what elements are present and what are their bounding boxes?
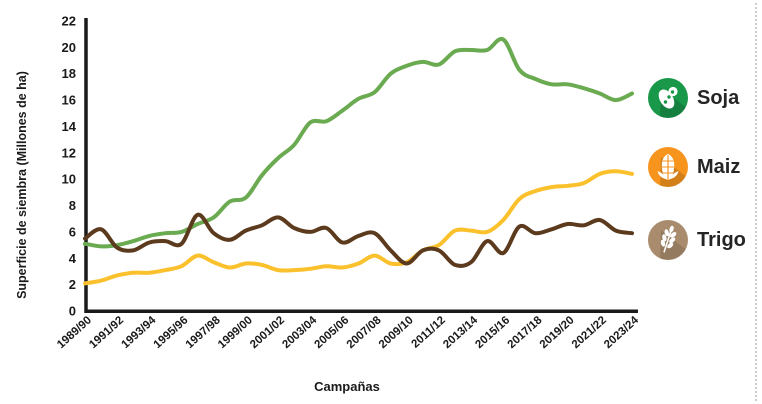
x-tick-label: 1997/98 [184,314,223,351]
x-axis-title: Campañas [314,379,380,394]
y-tick-label: 6 [69,224,76,239]
soja-line [83,37,634,249]
y-tick-label: 0 [69,304,76,319]
x-tick-label: 2019/20 [538,314,577,351]
x-tick-label: 1989/90 [55,314,94,351]
x-tick-labels: 1989/901991/921993/941995/961997/981999/… [55,314,641,351]
y-tick-label: 22 [62,14,76,29]
x-tick-label: 2015/16 [473,314,512,351]
x-tick-label: 1999/00 [216,314,255,351]
x-tick-label: 1995/96 [152,314,191,351]
y-tick-label: 14 [62,119,77,134]
y-tick-label: 4 [69,251,77,266]
x-tick-label: 2003/04 [280,314,319,351]
x-tick-label: 2013/14 [441,314,480,351]
x-tick-label: 2001/02 [248,314,287,351]
legend: Soja Maiz [648,0,758,404]
x-tick-label: 2005/06 [312,314,351,351]
x-tick-label: 1993/94 [119,314,158,351]
y-tick-label: 8 [69,198,76,213]
y-tick-label: 18 [62,66,76,81]
legend-item-trigo: Trigo [648,220,746,260]
y-tick-label: 2 [69,277,76,292]
legend-label-soja: Soja [697,86,740,109]
y-tick-label: 12 [62,145,76,160]
legend-item-maiz: Maiz [648,147,740,187]
y-tick-labels: 0 2 4 6 8 10 12 14 16 18 20 22 [62,14,77,319]
x-tick-label: 2007/08 [345,314,384,351]
legend-label-maiz: Maiz [697,155,741,178]
x-tick-label: 2023/24 [602,314,641,351]
x-tick-label: 2021/22 [570,314,609,351]
wheat-icon [648,220,688,260]
corn-icon [648,147,688,187]
x-tick-label: 2011/12 [409,314,447,350]
trigo-line [83,212,634,268]
x-tick-label: 2017/18 [506,314,545,351]
y-tick-label: 16 [62,93,76,108]
y-tick-label: 10 [62,172,76,187]
maiz-line [83,169,634,286]
legend-item-soja: Soja [648,78,739,118]
x-tick-label: 1991/92 [87,314,126,351]
chart-series [83,37,634,286]
legend-label-trigo: Trigo [697,228,746,251]
x-tick-label: 2009/10 [377,314,416,351]
slide-cell-border [755,3,757,401]
y-tick-label: 20 [62,40,76,55]
soybean-icon [648,78,688,118]
